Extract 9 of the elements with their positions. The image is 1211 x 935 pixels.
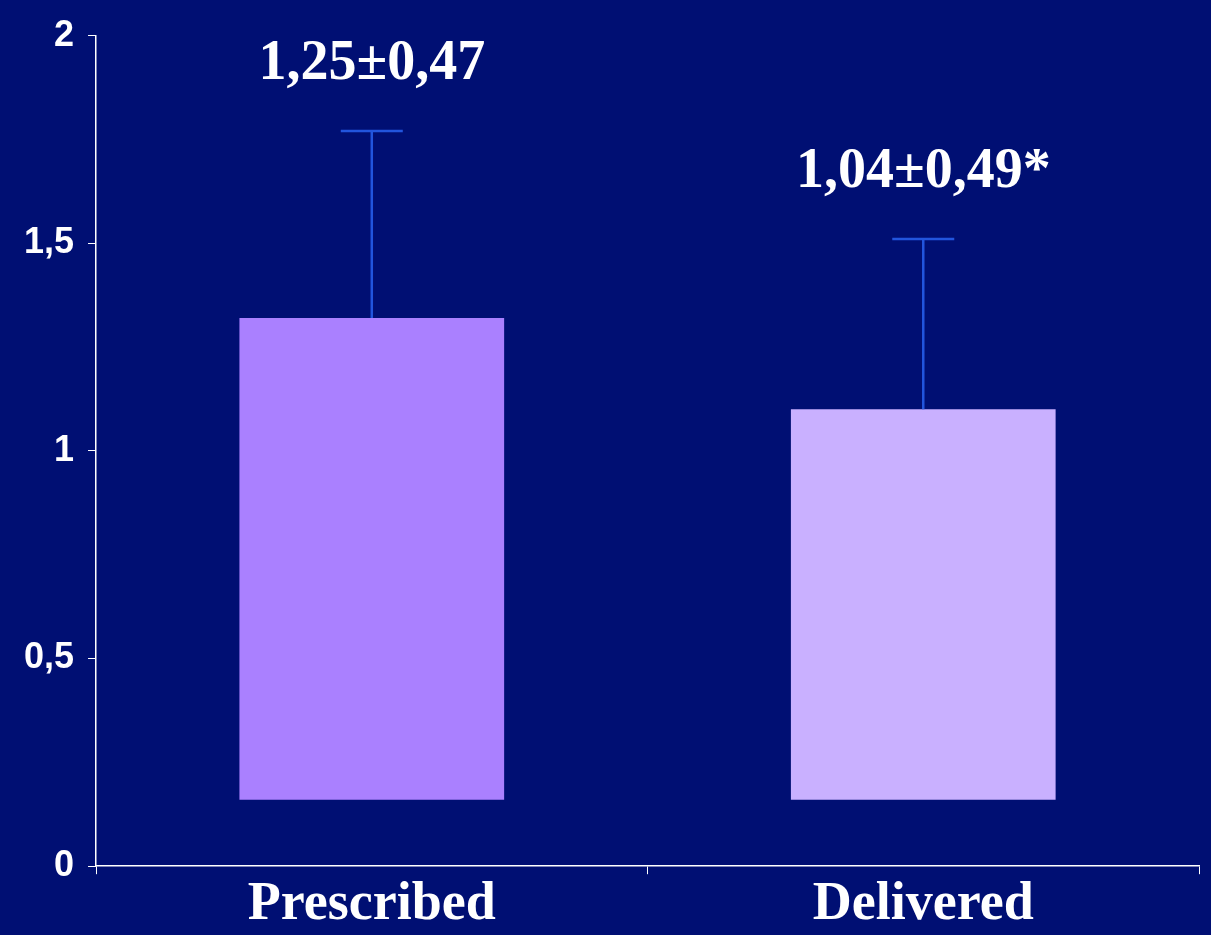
y-tick-label: 0,5 <box>24 635 75 677</box>
x-tick-label: Delivered <box>812 870 1034 931</box>
x-tick-label: Prescribed <box>247 870 496 931</box>
y-tick-label: 2 <box>54 12 75 54</box>
y-tick-label: 1 <box>54 427 75 469</box>
y-tick-label: 1,5 <box>24 220 75 262</box>
annotation: 1,25±0,47 <box>258 29 486 92</box>
y-tick-label: 0 <box>54 843 75 885</box>
annotation: 1,04±0,49* <box>795 137 1051 200</box>
